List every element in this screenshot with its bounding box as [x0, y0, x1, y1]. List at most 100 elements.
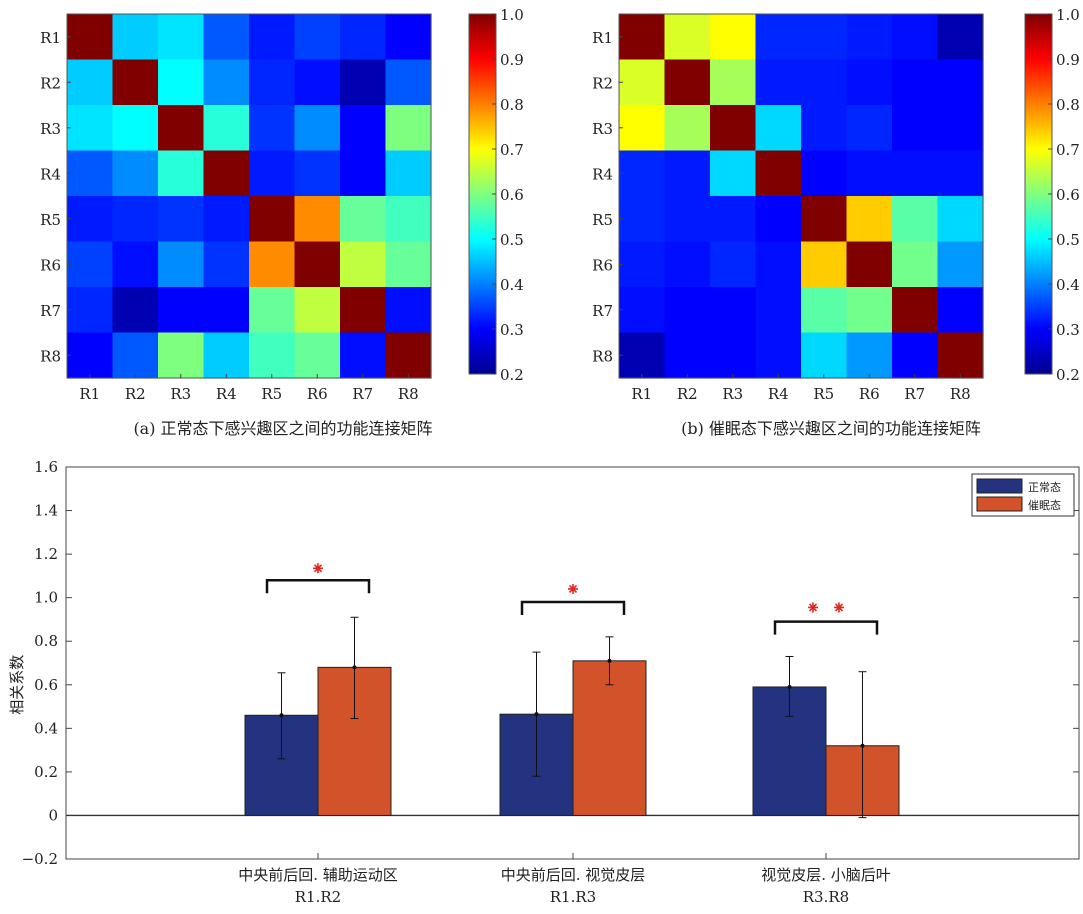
heatmap-cell [67, 150, 114, 197]
heatmap-cell [294, 332, 341, 379]
heatmap-cell [755, 14, 802, 61]
heatmap-cell [112, 150, 159, 197]
heatmap-cell [801, 287, 848, 334]
y-tick-label: 0.8 [34, 632, 58, 650]
heatmap-cell [112, 287, 159, 334]
colorbar [1024, 13, 1053, 375]
bar-chart: −0.2 0 0.2 0.4 0.6 0.8 1.0 1.2 1.4 1.6 相关系数中央前后回. … [8, 458, 1080, 906]
heatmap-cell [385, 287, 432, 334]
col-label: R1 [79, 385, 100, 403]
heatmap-cell [340, 105, 387, 152]
row-label: R3 [40, 120, 61, 138]
col-label: R1 [631, 385, 652, 403]
heatmap-cell [664, 287, 711, 334]
heatmap-cell [755, 241, 802, 288]
y-tick-label: 1.4 [34, 502, 58, 520]
colorbar-tick-label: 0.7 [1056, 141, 1080, 159]
heatmap-cell [203, 196, 250, 243]
heatmap-cell [755, 59, 802, 106]
heatmap-cell [619, 105, 666, 152]
heatmap-cell [801, 14, 848, 61]
heatmap-cell [619, 150, 666, 197]
heatmap-cell [892, 105, 939, 152]
heatmap-cell [755, 150, 802, 197]
heatmap-cell [619, 287, 666, 334]
heatmap-cell [158, 59, 205, 106]
heatmap-cell [664, 105, 711, 152]
heatmap-cell [158, 105, 205, 152]
heatmap-cell [846, 241, 893, 288]
row-label: R2 [40, 74, 61, 92]
row-label: R6 [40, 256, 61, 274]
y-tick-label: 0.2 [34, 763, 58, 781]
heatmap-cell [340, 287, 387, 334]
col-label: R3 [722, 385, 743, 403]
colorbar-tick-label: 0.5 [500, 231, 524, 249]
heatmap-cell [67, 14, 114, 61]
col-label: R3 [170, 385, 191, 403]
heatmap-cell [203, 59, 250, 106]
heatmap-cell [846, 105, 893, 152]
mean-point [860, 743, 865, 748]
heatmap-cell [203, 14, 250, 61]
row-label: R4 [592, 165, 613, 183]
significance-bracket [265, 578, 371, 594]
heatmap-cell [340, 150, 387, 197]
heatmap-cell [846, 287, 893, 334]
significance-bracket [773, 620, 879, 635]
colorbar-tick-label: 0.2 [500, 366, 524, 384]
heatmap-cell [340, 59, 387, 106]
colorbar-tick-label: 0.3 [500, 321, 524, 339]
row-label: R1 [40, 29, 61, 47]
heatmap-cell [294, 196, 341, 243]
heatmap-cell [67, 196, 114, 243]
mean-point [607, 658, 612, 663]
row-label: R5 [40, 211, 61, 229]
col-label: R2 [677, 385, 698, 403]
heatmap-cell [112, 196, 159, 243]
heatmap-cell [67, 105, 114, 152]
heatmap-cell [203, 287, 250, 334]
row-label: R1 [592, 29, 613, 47]
heatmap-cell [158, 241, 205, 288]
heatmap-cell [67, 241, 114, 288]
col-label: R7 [904, 385, 925, 403]
heatmap-frame [66, 13, 432, 379]
heatmap-cell [385, 241, 432, 288]
col-label: R5 [813, 385, 834, 403]
col-label: R4 [216, 385, 237, 403]
row-label: R2 [592, 74, 613, 92]
heatmap-cell [755, 287, 802, 334]
colorbar-tick-label: 0.8 [500, 96, 524, 114]
heatmap-cell [664, 241, 711, 288]
heatmap-cell [846, 150, 893, 197]
category-label: 中央前后回. 视觉皮层 [501, 866, 646, 884]
heatmap-cell [340, 196, 387, 243]
heatmap-cell [937, 332, 984, 379]
significance-star [834, 602, 844, 613]
heatmap-cell [619, 59, 666, 106]
heatmap-cell [619, 241, 666, 288]
y-tick-label: 0 [48, 806, 58, 824]
heatmap-cell [67, 59, 114, 106]
heatmap-cell [203, 150, 250, 197]
heatmap-cell [892, 287, 939, 334]
heatmap-cell [249, 14, 296, 61]
heatmap-cell [664, 332, 711, 379]
row-label: R7 [592, 302, 613, 320]
y-tick-label: 1.6 [34, 458, 58, 476]
heatmap-cell [710, 332, 757, 379]
y-tick-label: 1.0 [34, 589, 58, 607]
legend-swatch [976, 496, 1023, 512]
colorbar-tick-label: 1.0 [500, 6, 524, 24]
heatmap-hypnosis: R1 R2 R3 R4 R5 R6 R7 R8 R1 R2 R3 R4 R5 R6 R7 R8 0.2 0.3 0.… [592, 6, 1080, 403]
heatmap-cell [846, 14, 893, 61]
heatmap-cell [892, 150, 939, 197]
heatmap-cell [294, 150, 341, 197]
mean-point [787, 684, 792, 689]
heatmap-cell [801, 196, 848, 243]
significance-star [313, 563, 323, 574]
heatmap-frame [618, 13, 984, 379]
colorbar-tick-label: 0.3 [1056, 321, 1080, 339]
heatmap-cell [385, 105, 432, 152]
